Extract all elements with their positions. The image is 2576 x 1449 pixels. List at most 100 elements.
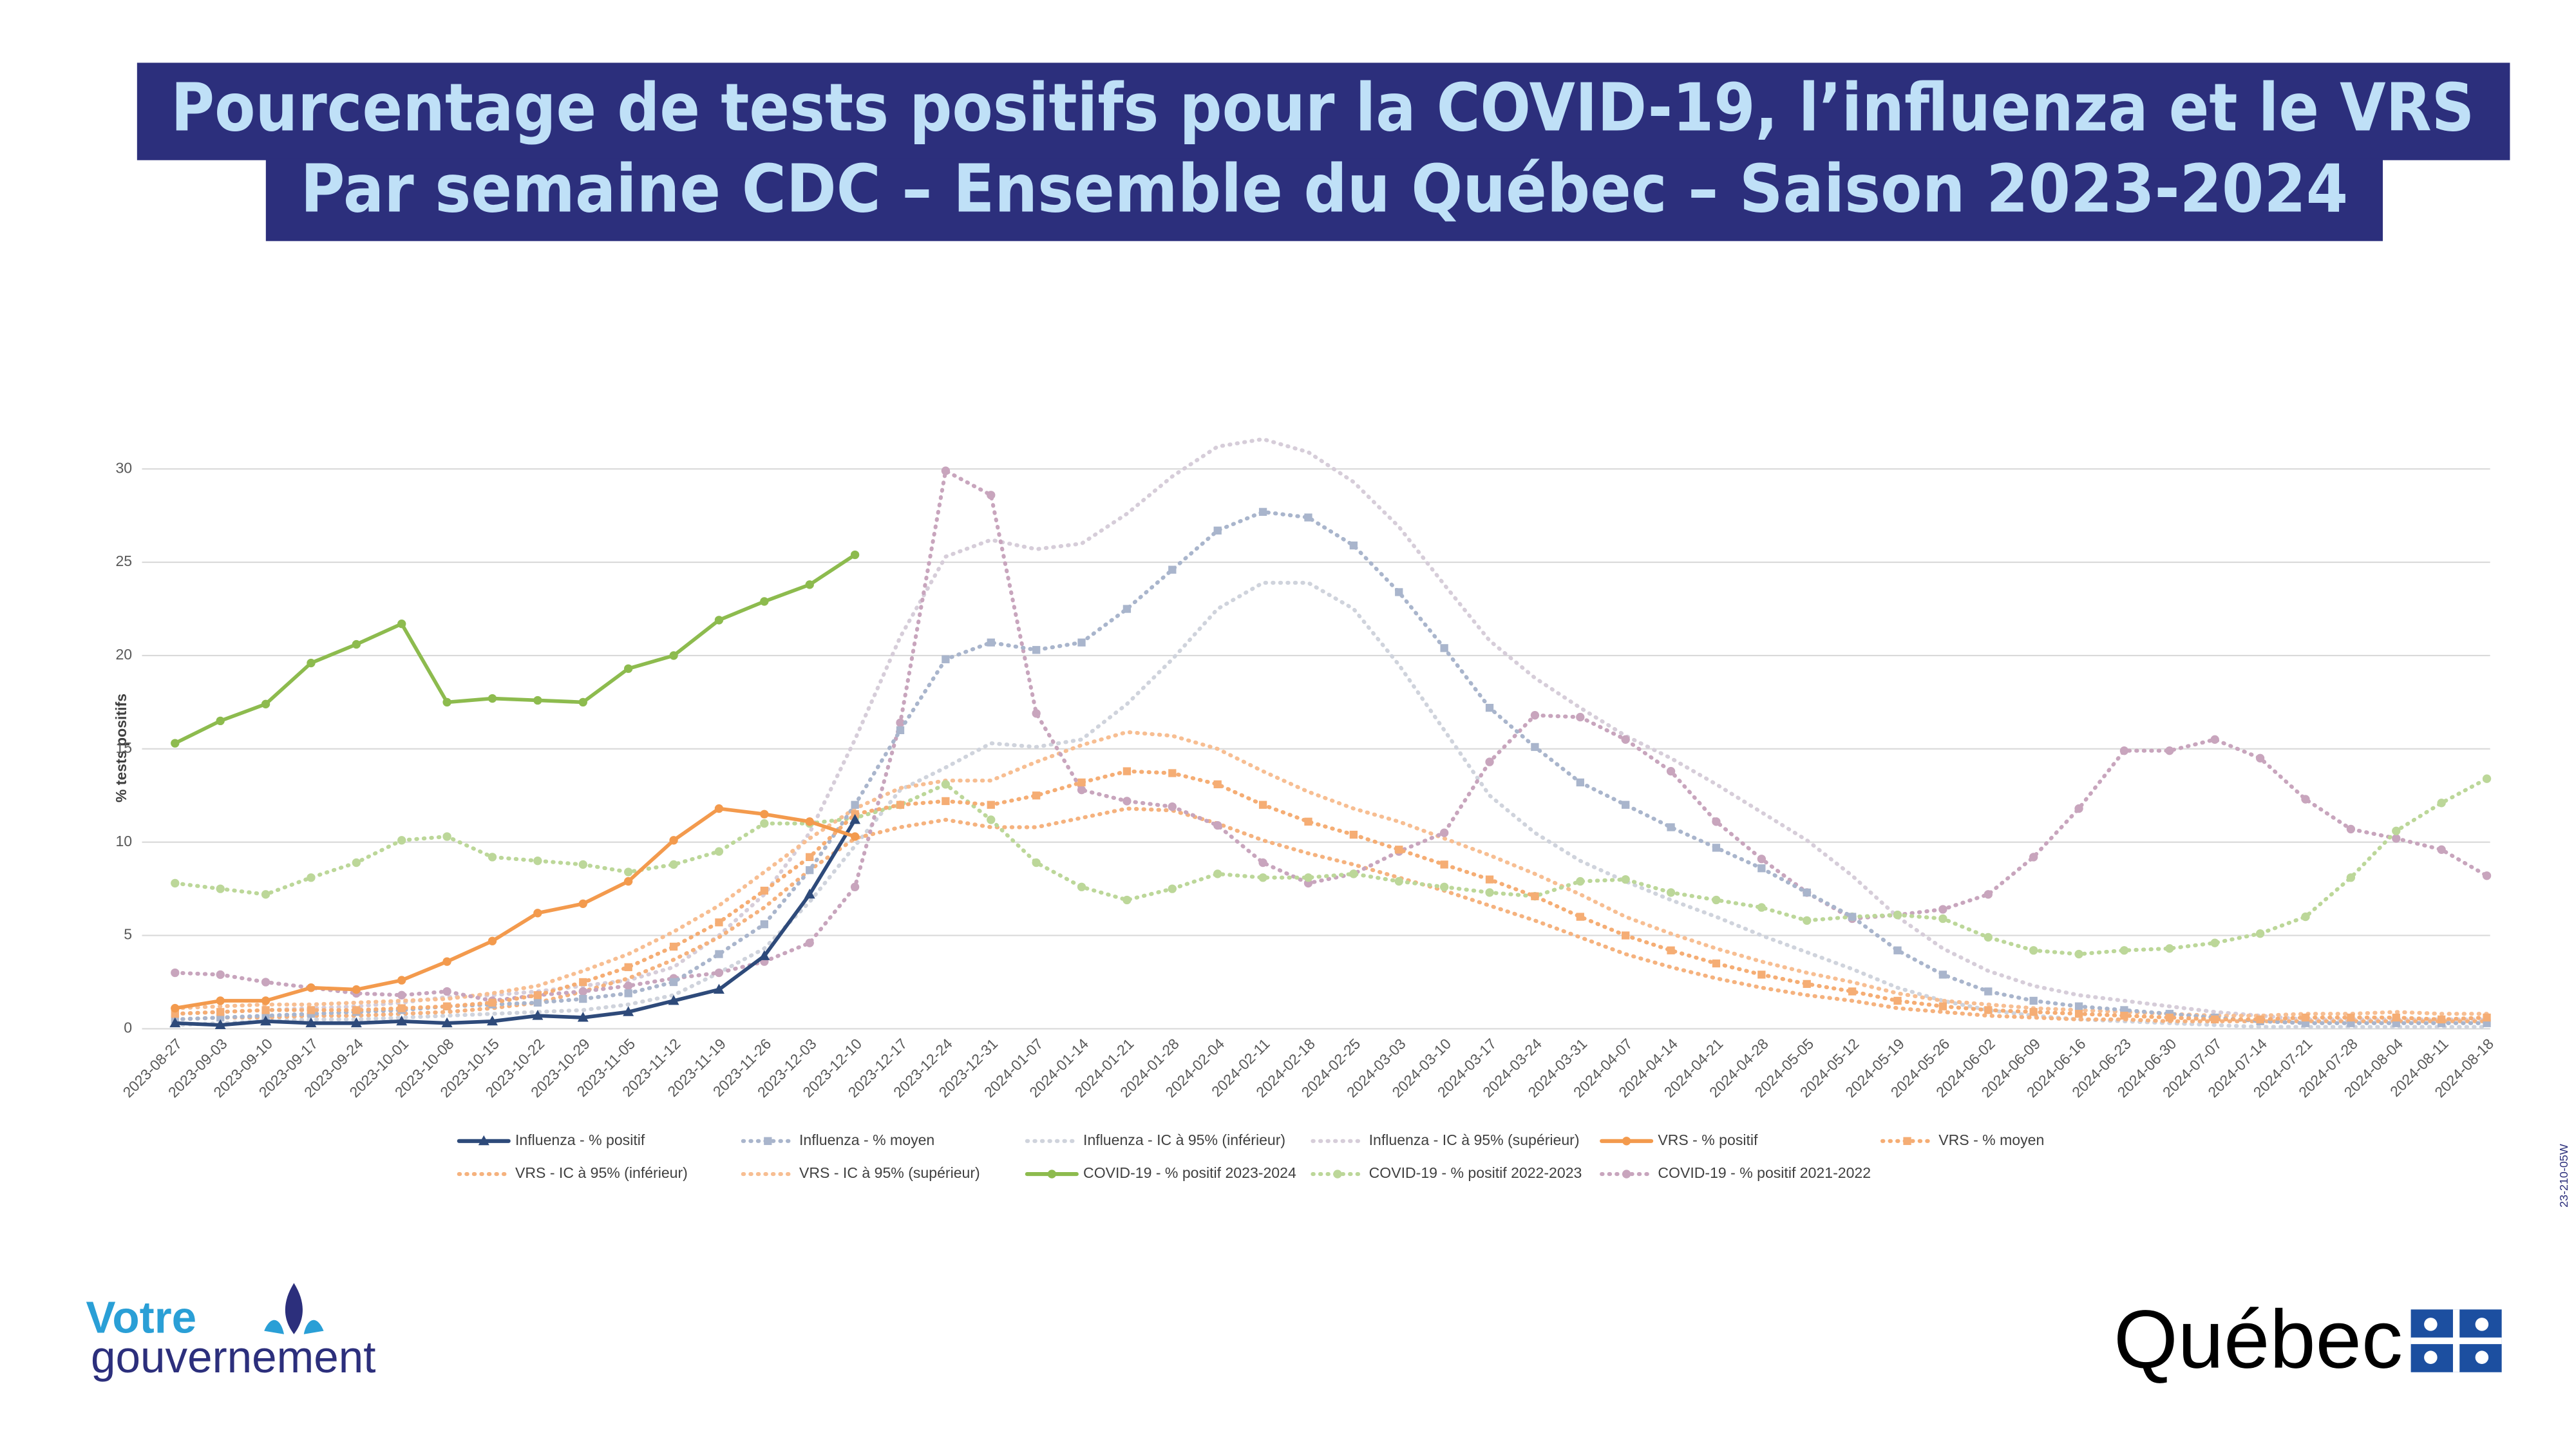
series <box>169 813 861 1030</box>
point <box>397 990 406 999</box>
series <box>171 774 2492 959</box>
point <box>2301 912 2310 922</box>
point <box>1122 605 1132 613</box>
point <box>714 847 724 856</box>
point <box>1757 855 1766 864</box>
point <box>623 1006 634 1016</box>
point <box>941 780 951 789</box>
point <box>579 978 587 987</box>
legend-marker <box>478 1135 489 1146</box>
point <box>1439 882 1449 891</box>
point <box>1394 876 1403 886</box>
point <box>804 888 815 899</box>
point <box>806 853 814 862</box>
point <box>1485 875 1494 884</box>
point <box>2392 1013 2400 1022</box>
point <box>1893 996 1902 1005</box>
series <box>173 437 2489 1022</box>
legend-label: COVID-19 - % positif 2023-2024 <box>1083 1164 1296 1181</box>
point <box>352 1006 361 1014</box>
point <box>1803 916 1812 925</box>
y-tick-label: 20 <box>115 646 132 663</box>
point <box>2346 824 2356 834</box>
point <box>987 491 996 500</box>
point <box>2483 1013 2491 1022</box>
chart-subtitle: Par semaine CDC – Ensemble du Québec – S… <box>301 151 2348 227</box>
point <box>1168 769 1177 777</box>
point <box>216 996 225 1005</box>
point <box>1258 858 1267 867</box>
point <box>2074 1010 2083 1018</box>
point <box>2347 1013 2355 1022</box>
point <box>171 968 180 978</box>
point <box>1440 860 1448 869</box>
point <box>850 882 860 891</box>
point <box>1077 785 1086 795</box>
point <box>1440 644 1448 652</box>
point <box>578 899 587 908</box>
point <box>441 1017 453 1028</box>
point <box>171 878 180 888</box>
point <box>488 936 497 945</box>
point <box>1712 817 1721 826</box>
point <box>1304 513 1312 522</box>
point <box>533 991 542 999</box>
point <box>1938 914 1947 923</box>
point <box>896 800 905 809</box>
point <box>760 886 768 895</box>
point <box>2165 944 2174 953</box>
point <box>214 1019 226 1030</box>
point <box>1032 646 1041 654</box>
point <box>397 1004 406 1012</box>
point <box>1757 903 1766 912</box>
logo-text: gouvernement <box>91 1332 376 1382</box>
point <box>1893 911 1902 920</box>
series <box>171 767 2491 1024</box>
title-box <box>137 62 2510 160</box>
legend-item: Influenza - % moyen <box>741 1132 934 1148</box>
logo-text: Québec <box>2114 1294 2403 1386</box>
point <box>1258 800 1267 809</box>
point <box>396 1015 408 1026</box>
legend-label: Influenza - % moyen <box>799 1132 934 1148</box>
flag-lys <box>2475 1350 2489 1364</box>
point <box>624 963 632 971</box>
point <box>307 658 316 668</box>
point <box>2211 1015 2219 1024</box>
point <box>216 1008 225 1016</box>
point <box>1712 844 1721 852</box>
point <box>216 716 225 726</box>
point <box>352 639 361 649</box>
title-box <box>265 158 2383 242</box>
chart-title: Pourcentage de tests positifs pour la CO… <box>171 70 2474 147</box>
left-logo: Votre gouvernement <box>86 1283 376 1382</box>
point <box>623 664 633 673</box>
point <box>1531 743 1539 752</box>
series <box>173 580 2489 1029</box>
point <box>2437 1015 2446 1024</box>
point <box>1485 888 1494 897</box>
point <box>1712 959 1721 968</box>
point <box>216 884 225 893</box>
point <box>2029 1008 2038 1016</box>
point <box>352 985 361 994</box>
point <box>1984 890 1993 899</box>
point <box>2165 746 2174 755</box>
point <box>578 860 587 869</box>
point <box>669 651 678 660</box>
point <box>1395 588 1403 596</box>
point <box>352 858 361 867</box>
point <box>1938 971 1947 979</box>
point <box>1848 987 1857 996</box>
point <box>2346 873 2356 882</box>
legend-label: VRS - IC à 95% (supérieur) <box>799 1164 980 1181</box>
series-line <box>173 580 2489 1029</box>
point <box>2437 799 2446 808</box>
legend-label: Influenza - IC à 95% (inférieur) <box>1083 1132 1285 1148</box>
point <box>1168 802 1177 811</box>
y-tick-label: 10 <box>115 833 132 849</box>
point <box>578 697 587 707</box>
point <box>442 987 451 996</box>
logo-text: Votre <box>86 1293 196 1343</box>
